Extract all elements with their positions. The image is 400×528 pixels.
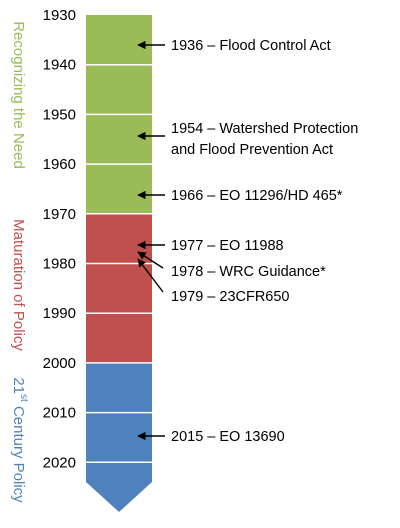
event-label: 1966 – EO 11296/HD 465* (171, 188, 343, 204)
year-label: 2000 (43, 355, 76, 372)
phase-label: Recognizing the Need (10, 21, 27, 169)
event-label: 1936 – Flood Control Act (171, 38, 331, 54)
phase-label-part: st (18, 394, 29, 402)
year-label: 2010 (43, 405, 76, 422)
year-label: 1980 (43, 255, 76, 272)
year-label: 1940 (43, 57, 76, 74)
event-label: 1978 – WRC Guidance* (171, 264, 326, 280)
event-arrow (137, 258, 164, 293)
year-label: 1960 (43, 156, 76, 173)
phase-label: Maturation of Policy (10, 219, 27, 351)
event-arrow (137, 251, 164, 269)
year-label: 1950 (43, 106, 76, 123)
year-label: 2020 (43, 454, 76, 471)
phase-label-part: 21 (10, 377, 27, 394)
year-label: 1930 (43, 7, 76, 24)
phase-label-part: Century Policy (10, 402, 27, 503)
event-label: 1954 – Watershed Protection (171, 121, 358, 137)
phase-band (86, 363, 152, 512)
event-label: 1977 – EO 11988 (171, 238, 284, 254)
phase-band (86, 214, 152, 363)
year-label: 1990 (43, 305, 76, 322)
phase-label: 21st Century Policy (10, 377, 29, 503)
event-label: and Flood Prevention Act (171, 142, 333, 158)
year-label: 1970 (43, 206, 76, 223)
event-label: 2015 – EO 13690 (171, 429, 285, 445)
event-label: 1979 – 23CFR650 (171, 289, 290, 305)
